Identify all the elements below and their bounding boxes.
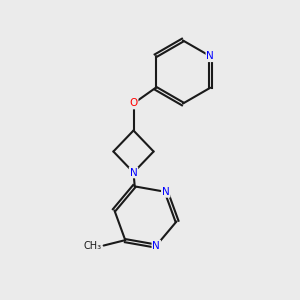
- Text: N: N: [152, 241, 160, 250]
- Text: N: N: [162, 187, 169, 197]
- Text: N: N: [206, 51, 214, 61]
- Text: O: O: [129, 98, 138, 109]
- Text: N: N: [130, 167, 137, 178]
- Text: CH₃: CH₃: [83, 241, 102, 250]
